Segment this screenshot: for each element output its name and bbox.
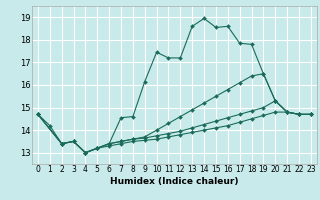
X-axis label: Humidex (Indice chaleur): Humidex (Indice chaleur) [110,177,239,186]
